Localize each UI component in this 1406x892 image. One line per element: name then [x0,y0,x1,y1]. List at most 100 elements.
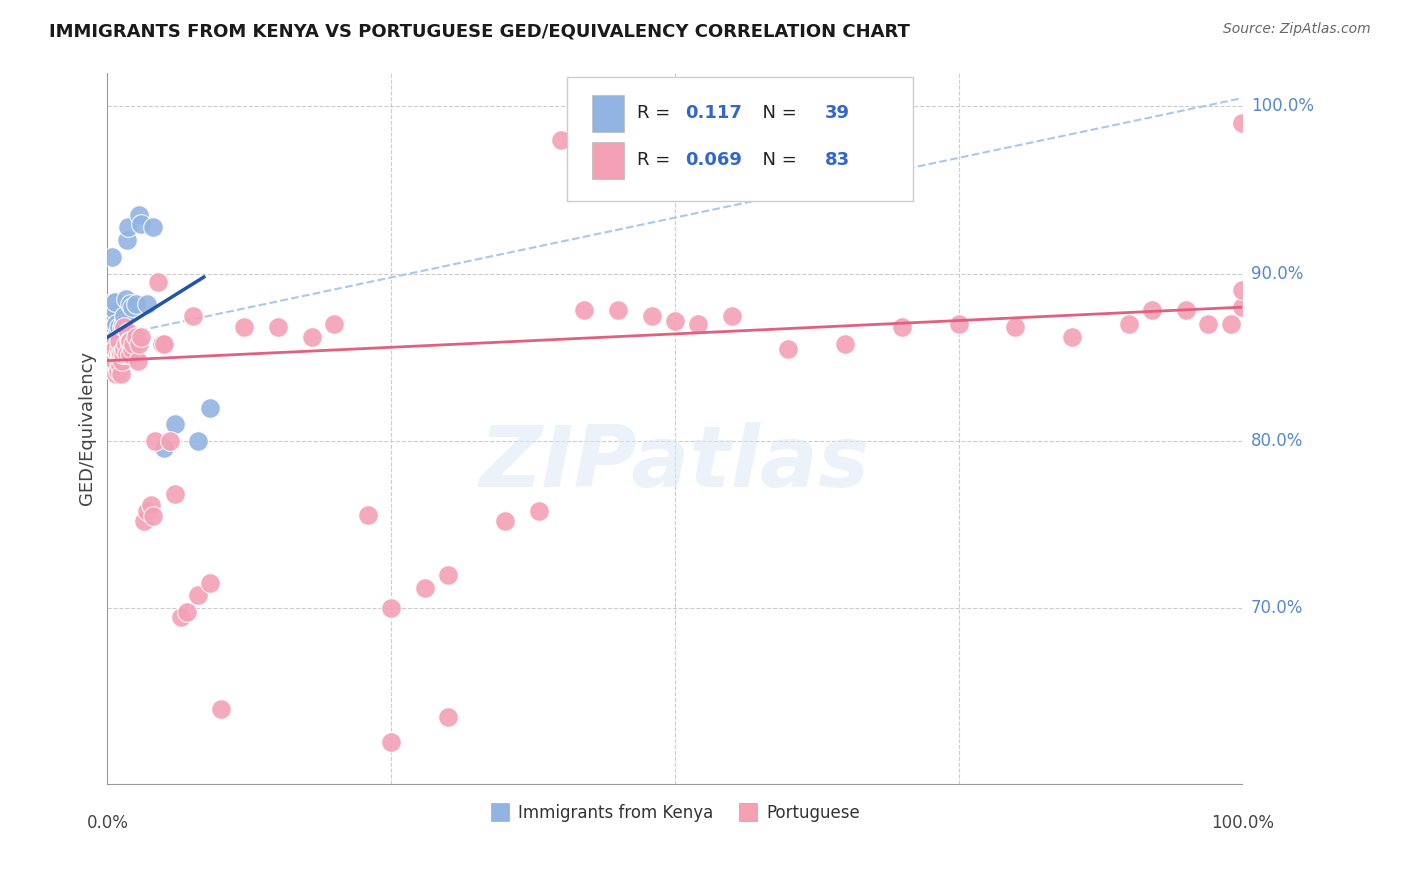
Point [948,317,970,331]
Text: 0.069: 0.069 [685,152,742,169]
Point [131,217,153,231]
Point [121,342,143,356]
Point [107,353,129,368]
Point [1232,284,1254,298]
Point [1062,330,1084,344]
Point [128,337,150,351]
Point [120,297,142,311]
Point [494,514,516,528]
Point [136,504,159,518]
Point [1118,317,1140,331]
Point [101,250,124,264]
Point [112,347,135,361]
Point [121,300,143,314]
Point [107,364,129,378]
Point [101,353,124,368]
Point [142,509,165,524]
Text: R =: R = [637,104,676,122]
Point [1004,320,1026,334]
Point [132,514,155,528]
Text: 70.0%: 70.0% [1251,599,1303,617]
Point [111,320,134,334]
Text: 100.0%: 100.0% [1251,97,1313,115]
Point [165,487,187,501]
Point [105,337,128,351]
Point [100,309,122,323]
Point [266,320,288,334]
Point [890,320,912,334]
Text: 0.0%: 0.0% [86,814,128,832]
Point [104,342,127,356]
Point [209,701,232,715]
Point [120,334,142,348]
Text: ZIPatlas: ZIPatlas [479,423,870,506]
FancyBboxPatch shape [567,77,914,201]
Point [143,434,166,448]
Point [664,313,686,327]
Point [153,337,176,351]
Point [527,504,550,518]
Point [686,317,709,331]
Point [110,347,132,361]
Point [108,337,131,351]
Point [122,337,145,351]
Point [104,303,127,318]
Point [150,337,173,351]
Point [117,219,139,234]
Point [112,320,135,334]
Point [108,347,131,361]
Point [131,330,153,344]
Legend: Immigrants from Kenya, Portuguese: Immigrants from Kenya, Portuguese [482,797,868,829]
Point [107,320,129,334]
Point [136,297,159,311]
Text: Source: ZipAtlas.com: Source: ZipAtlas.com [1223,22,1371,37]
Point [641,309,664,323]
Point [413,581,436,595]
Point [380,601,402,615]
Point [110,367,132,381]
Point [112,309,135,323]
Point [104,309,127,323]
Point [111,353,134,368]
Point [104,353,127,368]
Point [120,347,142,361]
Point [139,498,162,512]
Point [103,300,125,314]
Bar [592,142,624,179]
Point [107,342,129,356]
Point [105,330,128,344]
Point [437,567,460,582]
Point [108,359,131,373]
Y-axis label: GED/Equivalency: GED/Equivalency [79,351,96,506]
Point [834,337,856,351]
Point [380,735,402,749]
Point [127,353,149,368]
Point [107,342,129,356]
Point [107,342,129,356]
Point [100,342,122,356]
Point [301,330,323,344]
Point [181,309,204,323]
Point [105,317,128,331]
Point [607,303,630,318]
Text: N =: N = [751,152,803,169]
Point [118,334,141,348]
Point [110,334,132,348]
Text: 90.0%: 90.0% [1251,265,1303,283]
Point [125,330,148,344]
Point [128,208,150,222]
Text: 39: 39 [825,104,849,122]
Point [142,219,165,234]
Point [101,309,124,323]
Point [232,320,254,334]
Point [107,325,129,339]
Text: 83: 83 [825,152,849,169]
Point [1140,303,1163,318]
Point [115,347,138,361]
Point [198,576,221,591]
Text: 100.0%: 100.0% [1211,814,1274,832]
Point [101,295,124,310]
Text: R =: R = [637,152,676,169]
Point [187,434,209,448]
Point [114,337,136,351]
